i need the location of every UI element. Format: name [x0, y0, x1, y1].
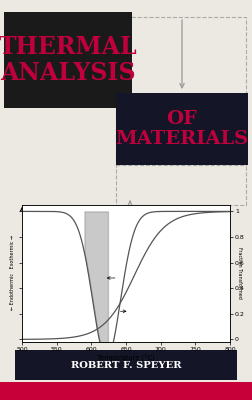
Bar	[116, 93, 248, 165]
Bar	[116, 17, 246, 165]
Bar	[4, 12, 132, 108]
Text: OF
MATERIALS: OF MATERIALS	[115, 110, 248, 148]
Bar	[0, 382, 252, 400]
Text: ← Endothermic   Exothermic →: ← Endothermic Exothermic →	[11, 236, 16, 310]
X-axis label: Temperature (°C): Temperature (°C)	[97, 355, 155, 362]
Bar	[15, 350, 237, 380]
Text: THERMAL
ANALYSIS: THERMAL ANALYSIS	[0, 34, 137, 86]
Bar	[116, 105, 246, 205]
Text: ROBERT F. SPEYER: ROBERT F. SPEYER	[71, 360, 181, 370]
Text: Fraction Transformed: Fraction Transformed	[237, 247, 242, 299]
